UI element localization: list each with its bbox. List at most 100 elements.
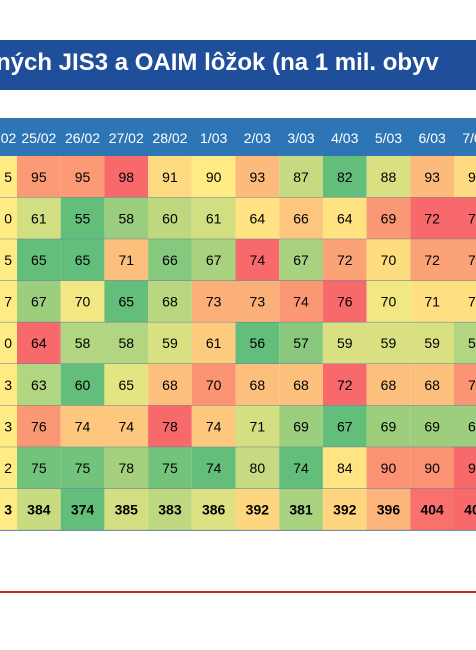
heatmap-cell [454, 322, 476, 364]
cell-value: 78 [118, 460, 134, 476]
heatmap-cell [60, 322, 105, 364]
heatmap-cell [60, 156, 105, 198]
cell-value: 70 [75, 294, 91, 310]
cell-value: 73 [250, 294, 266, 310]
heatmap-cell [454, 197, 476, 240]
cell-value: 67 [337, 418, 353, 434]
heatmap-cell [0, 197, 17, 240]
cell-value: 68 [424, 377, 440, 393]
cell-value: 65 [31, 252, 47, 268]
heatmap-cell [410, 488, 454, 531]
cell-value: 69 [424, 418, 440, 434]
cell-value: 80 [250, 460, 266, 476]
heatmap-cell [17, 364, 61, 406]
heatmap-cell [60, 280, 105, 323]
heatmap-cell [366, 364, 411, 406]
cell-value: 84 [337, 460, 353, 476]
heatmap-cell [322, 322, 367, 364]
heatmap-cell [235, 488, 280, 531]
cell-value: 67 [293, 252, 309, 268]
cell-value: 60 [75, 377, 91, 393]
cell-value: 392 [246, 502, 270, 518]
column-header: 02 [1, 130, 17, 146]
cell-value: 78 [162, 418, 178, 434]
cell-value: 3 [4, 418, 12, 434]
cell-value: 93 [250, 169, 266, 185]
cell-value: 58 [468, 335, 476, 351]
heatmap-cell [279, 239, 323, 281]
cell-value: 381 [289, 502, 313, 518]
cell-value: 2 [4, 460, 12, 476]
chart-title: ných JIS3 a OAIM lôžok (na 1 mil. obyv [0, 49, 439, 76]
heatmap-cell [235, 239, 280, 281]
heatmap-cell [191, 447, 236, 489]
cell-value: 68 [162, 377, 178, 393]
cell-value: 69 [381, 418, 397, 434]
cell-value: 68 [381, 377, 397, 393]
heatmap-cell [322, 405, 367, 448]
heatmap-cell [366, 197, 411, 240]
cell-value: 76 [337, 294, 353, 310]
heatmap-cell [191, 364, 236, 406]
heatmap-cell [191, 197, 236, 240]
cell-value: 74 [206, 418, 222, 434]
column-header: 27/02 [109, 130, 144, 146]
heatmap-cell [235, 405, 280, 448]
heatmap-cell [322, 239, 367, 281]
heatmap-cell [322, 280, 367, 323]
cell-value: 374 [71, 502, 95, 518]
cell-value: 72 [424, 210, 440, 226]
heatmap-cell [104, 447, 149, 489]
heatmap-cell [454, 447, 476, 489]
heatmap-cell [235, 156, 280, 198]
heatmap-cell [322, 156, 367, 198]
cell-value: 59 [337, 335, 353, 351]
heatmap-cell [366, 447, 411, 489]
heatmap-cell [0, 488, 17, 531]
heatmap-cell [410, 447, 454, 489]
cell-value: 76 [31, 418, 47, 434]
cell-value: 57 [293, 335, 309, 351]
cell-value: 392 [333, 502, 357, 518]
heatmap-cell [366, 156, 411, 198]
heatmap-cell [410, 364, 454, 406]
cell-value: 71 [424, 294, 440, 310]
heatmap-cell [279, 322, 323, 364]
cell-value: 61 [206, 210, 222, 226]
cell-value: 72 [468, 252, 476, 268]
heatmap-cell [148, 156, 192, 198]
cell-value: 91 [162, 169, 178, 185]
red-divider-line [0, 591, 476, 593]
cell-value: 60 [162, 210, 178, 226]
heatmap-cell [279, 488, 323, 531]
column-header: 4/03 [331, 130, 358, 146]
cell-value: 64 [337, 210, 353, 226]
heatmap-cell [60, 197, 105, 240]
heatmap-cell [60, 405, 105, 448]
cell-value: 67 [31, 294, 47, 310]
cell-value: 90 [424, 460, 440, 476]
cell-value: 69 [468, 418, 476, 434]
cell-value: 73 [206, 294, 222, 310]
heatmap-cell [279, 156, 323, 198]
cell-value: 71 [118, 252, 134, 268]
cell-value: 384 [27, 502, 51, 518]
cell-value: 5 [4, 252, 12, 268]
cell-value: 72 [337, 377, 353, 393]
heatmap-cell [104, 322, 149, 364]
cell-value: 90 [206, 169, 222, 185]
heatmap-cell [235, 447, 280, 489]
heatmap-cell [322, 364, 367, 406]
cell-value: 61 [206, 335, 222, 351]
column-header: 25/02 [21, 130, 56, 146]
heatmap-cell [17, 197, 61, 240]
heatmap-cell [104, 364, 149, 406]
heatmap-cell [454, 364, 476, 406]
cell-value: 385 [115, 502, 139, 518]
heatmap-cell [104, 405, 149, 448]
cell-value: 82 [337, 169, 353, 185]
heatmap-cell [279, 405, 323, 448]
heatmap-cell [279, 447, 323, 489]
column-header: 7/03 [462, 130, 476, 146]
cell-value: 90 [381, 460, 397, 476]
